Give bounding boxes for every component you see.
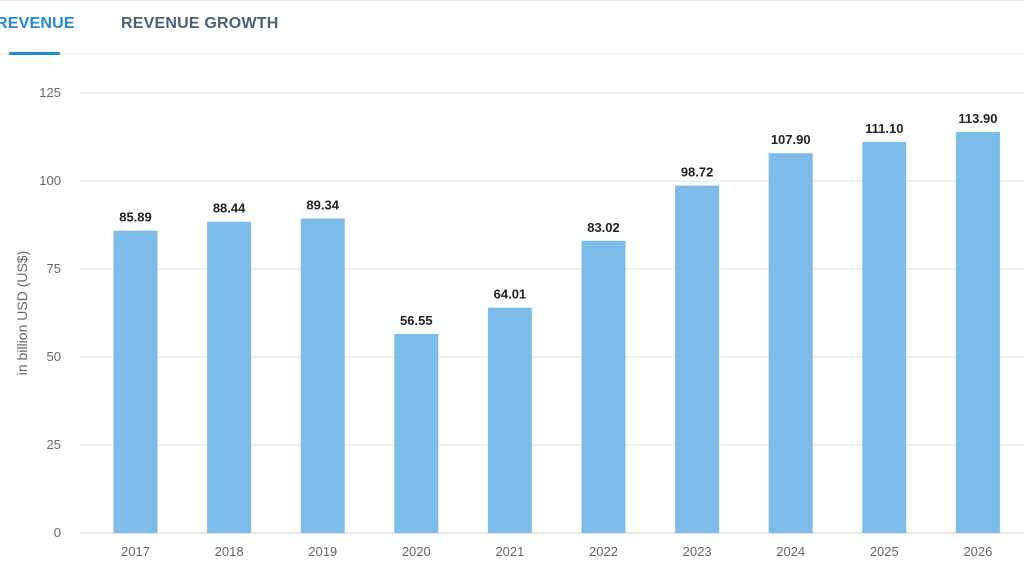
y-tick-label: 75 — [47, 261, 61, 276]
bar-2023[interactable] — [675, 185, 720, 533]
y-tick-label: 0 — [54, 525, 61, 540]
tab-revenue[interactable]: REVENUE — [0, 15, 75, 32]
y-axis-ticks: 0 25 50 75 100 125 — [39, 85, 61, 540]
bars — [113, 132, 1000, 534]
top-border — [0, 0, 1024, 1]
bar-2024[interactable] — [768, 153, 813, 533]
data-label: 85.89 — [119, 210, 152, 225]
y-axis-label: in billion USD (US$) — [14, 251, 30, 375]
x-tick-label: 2019 — [308, 544, 337, 559]
x-tick-label: 2021 — [495, 544, 524, 559]
active-tab-indicator — [9, 52, 60, 55]
bar-2022[interactable] — [581, 240, 626, 534]
x-tick-label: 2018 — [215, 544, 244, 559]
x-tick-label: 2023 — [683, 544, 712, 559]
bar-2021[interactable] — [487, 307, 532, 533]
y-tick-label: 50 — [47, 349, 61, 364]
data-label: 113.90 — [958, 111, 997, 126]
x-axis-ticks: 2017 2018 2019 2020 2021 2022 2023 2024 2025 2026 — [121, 544, 992, 559]
bar-2017[interactable] — [113, 230, 158, 533]
x-tick-label: 2022 — [589, 544, 618, 559]
data-label: 107.90 — [771, 132, 811, 147]
bar-2025[interactable] — [862, 141, 907, 534]
tab-revenue-growth[interactable]: REVENUE GROWTH — [121, 15, 279, 32]
bar-2018[interactable] — [207, 221, 252, 533]
data-label: 56.55 — [400, 313, 433, 328]
x-tick-label: 2020 — [402, 544, 431, 559]
bar-2026[interactable] — [955, 132, 1000, 533]
y-tick-label: 25 — [47, 437, 61, 452]
data-label: 111.10 — [865, 121, 903, 136]
data-labels: 85.89 88.44 89.34 56.55 64.01 83.02 98.72 107.9… — [119, 111, 997, 328]
data-label: 83.02 — [587, 220, 620, 235]
data-label: 88.44 — [213, 201, 246, 216]
x-tick-label: 2026 — [963, 544, 992, 559]
x-tick-label: 2024 — [776, 544, 805, 559]
x-tick-label: 2017 — [121, 544, 150, 559]
data-label: 89.34 — [306, 198, 339, 213]
data-label: 64.01 — [494, 287, 527, 302]
data-label: 98.72 — [681, 165, 714, 180]
x-tick-label: 2025 — [870, 544, 899, 559]
y-tick-label: 100 — [39, 173, 61, 188]
bar-2020[interactable] — [394, 333, 439, 533]
bar-2019[interactable] — [300, 218, 345, 533]
tab-bar: REVENUE REVENUE GROWTH — [0, 0, 1024, 55]
y-tick-label: 125 — [39, 85, 61, 100]
